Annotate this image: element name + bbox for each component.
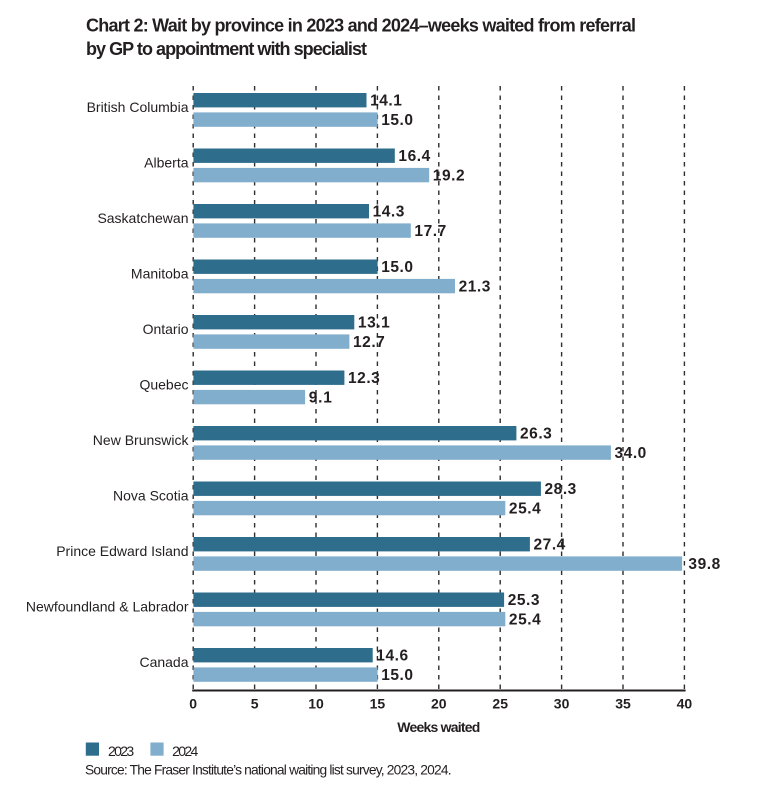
svg-text:15: 15	[370, 696, 386, 712]
svg-text:Prince Edward Island: Prince Edward Island	[56, 543, 188, 559]
svg-text:25: 25	[492, 696, 508, 712]
svg-text:34.0: 34.0	[615, 445, 647, 462]
svg-text:9.1: 9.1	[309, 390, 333, 407]
svg-text:16.4: 16.4	[398, 148, 430, 165]
svg-text:Newfoundland & Labrador: Newfoundland & Labrador	[26, 599, 189, 615]
svg-text:12.3: 12.3	[348, 370, 380, 387]
svg-text:20: 20	[431, 696, 447, 712]
svg-text:25.3: 25.3	[508, 592, 540, 609]
svg-text:15.0: 15.0	[381, 112, 413, 129]
svg-text:5: 5	[251, 696, 259, 712]
svg-text:14.6: 14.6	[376, 648, 408, 665]
svg-text:12.7: 12.7	[353, 334, 385, 351]
svg-text:28.3: 28.3	[545, 481, 577, 498]
svg-text:Source: The Fraser Institute’s: Source: The Fraser Institute’s national …	[85, 762, 452, 777]
svg-text:15.0: 15.0	[381, 667, 413, 684]
svg-text:Quebec: Quebec	[139, 377, 188, 393]
svg-text:35: 35	[615, 696, 631, 712]
svg-text:Saskatchewan: Saskatchewan	[97, 210, 188, 226]
svg-text:19.2: 19.2	[433, 168, 465, 185]
svg-text:25.4: 25.4	[509, 501, 541, 518]
svg-text:Weeks waited: Weeks waited	[397, 719, 480, 735]
svg-text:2024: 2024	[172, 743, 198, 759]
svg-text:30: 30	[554, 696, 570, 712]
svg-text:Alberta: Alberta	[144, 155, 189, 171]
svg-text:39.8: 39.8	[688, 556, 720, 573]
svg-text:26.3: 26.3	[520, 426, 552, 443]
svg-text:Nova Scotia: Nova Scotia	[113, 488, 189, 504]
svg-text:10: 10	[308, 696, 324, 712]
svg-text:British Columbia: British Columbia	[87, 99, 189, 115]
svg-text:17.7: 17.7	[414, 223, 446, 240]
svg-text:14.1: 14.1	[370, 93, 402, 110]
svg-text:Chart 2: Wait by province in 2: Chart 2: Wait by province in 2023 and 20…	[86, 15, 636, 35]
svg-text:25.4: 25.4	[509, 612, 541, 629]
svg-text:Canada: Canada	[139, 654, 188, 670]
svg-text:Ontario: Ontario	[143, 321, 189, 337]
svg-text:14.3: 14.3	[373, 204, 405, 221]
svg-text:by GP to appointment with spec: by GP to appointment with specialist	[86, 39, 367, 59]
svg-text:21.3: 21.3	[459, 279, 491, 296]
svg-text:27.4: 27.4	[534, 537, 566, 554]
svg-text:New Brunswick: New Brunswick	[93, 432, 190, 448]
svg-text:2023: 2023	[108, 743, 134, 759]
svg-text:0: 0	[189, 696, 197, 712]
svg-text:Manitoba: Manitoba	[131, 266, 189, 282]
svg-text:40: 40	[677, 696, 693, 712]
svg-text:15.0: 15.0	[381, 259, 413, 276]
svg-text:13.1: 13.1	[358, 315, 390, 332]
